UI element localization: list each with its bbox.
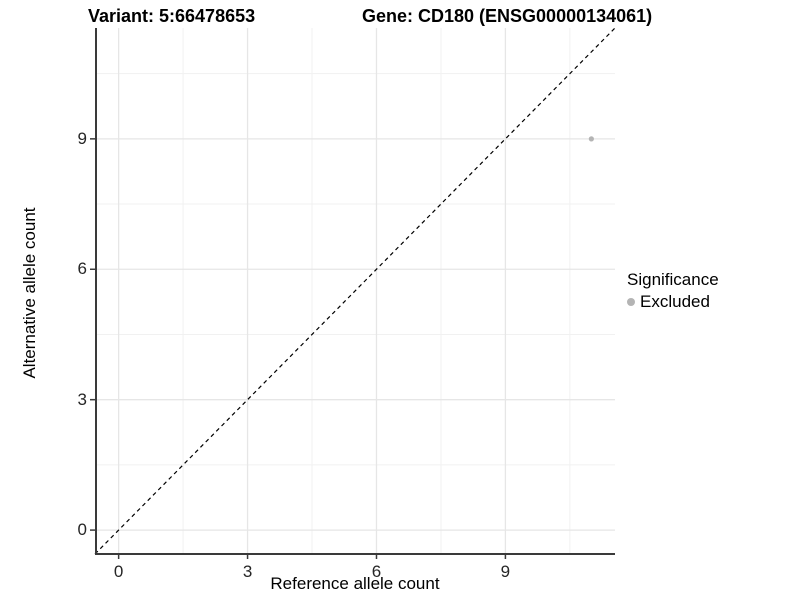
- x-tick-label: 3: [242, 562, 253, 581]
- x-tick-label: 9: [500, 562, 511, 581]
- legend: Significance Excluded: [627, 270, 719, 312]
- legend-entry-label: Excluded: [640, 292, 710, 311]
- x-tick-label: 0: [113, 562, 124, 581]
- plot-panel: [90, 28, 616, 559]
- legend-entry-excluded: Excluded: [627, 292, 719, 312]
- legend-point-icon: [627, 298, 635, 306]
- x-axis-title: Reference allele count: [270, 574, 440, 593]
- y-axis-title: Alternative allele count: [20, 207, 39, 379]
- identity-line: [94, 28, 616, 555]
- y-tick-label: 0: [77, 520, 87, 540]
- x-tick-label: 6: [371, 562, 382, 581]
- y-tick-label: 6: [77, 259, 87, 279]
- gene-title: Gene: CD180 (ENSG00000134061): [362, 6, 653, 26]
- variant-title: Variant: 5:66478653: [88, 6, 256, 26]
- y-tick-label: 9: [77, 128, 87, 148]
- legend-title: Significance: [627, 270, 719, 289]
- y-tick-label: 3: [77, 389, 87, 409]
- data-point: [588, 136, 594, 142]
